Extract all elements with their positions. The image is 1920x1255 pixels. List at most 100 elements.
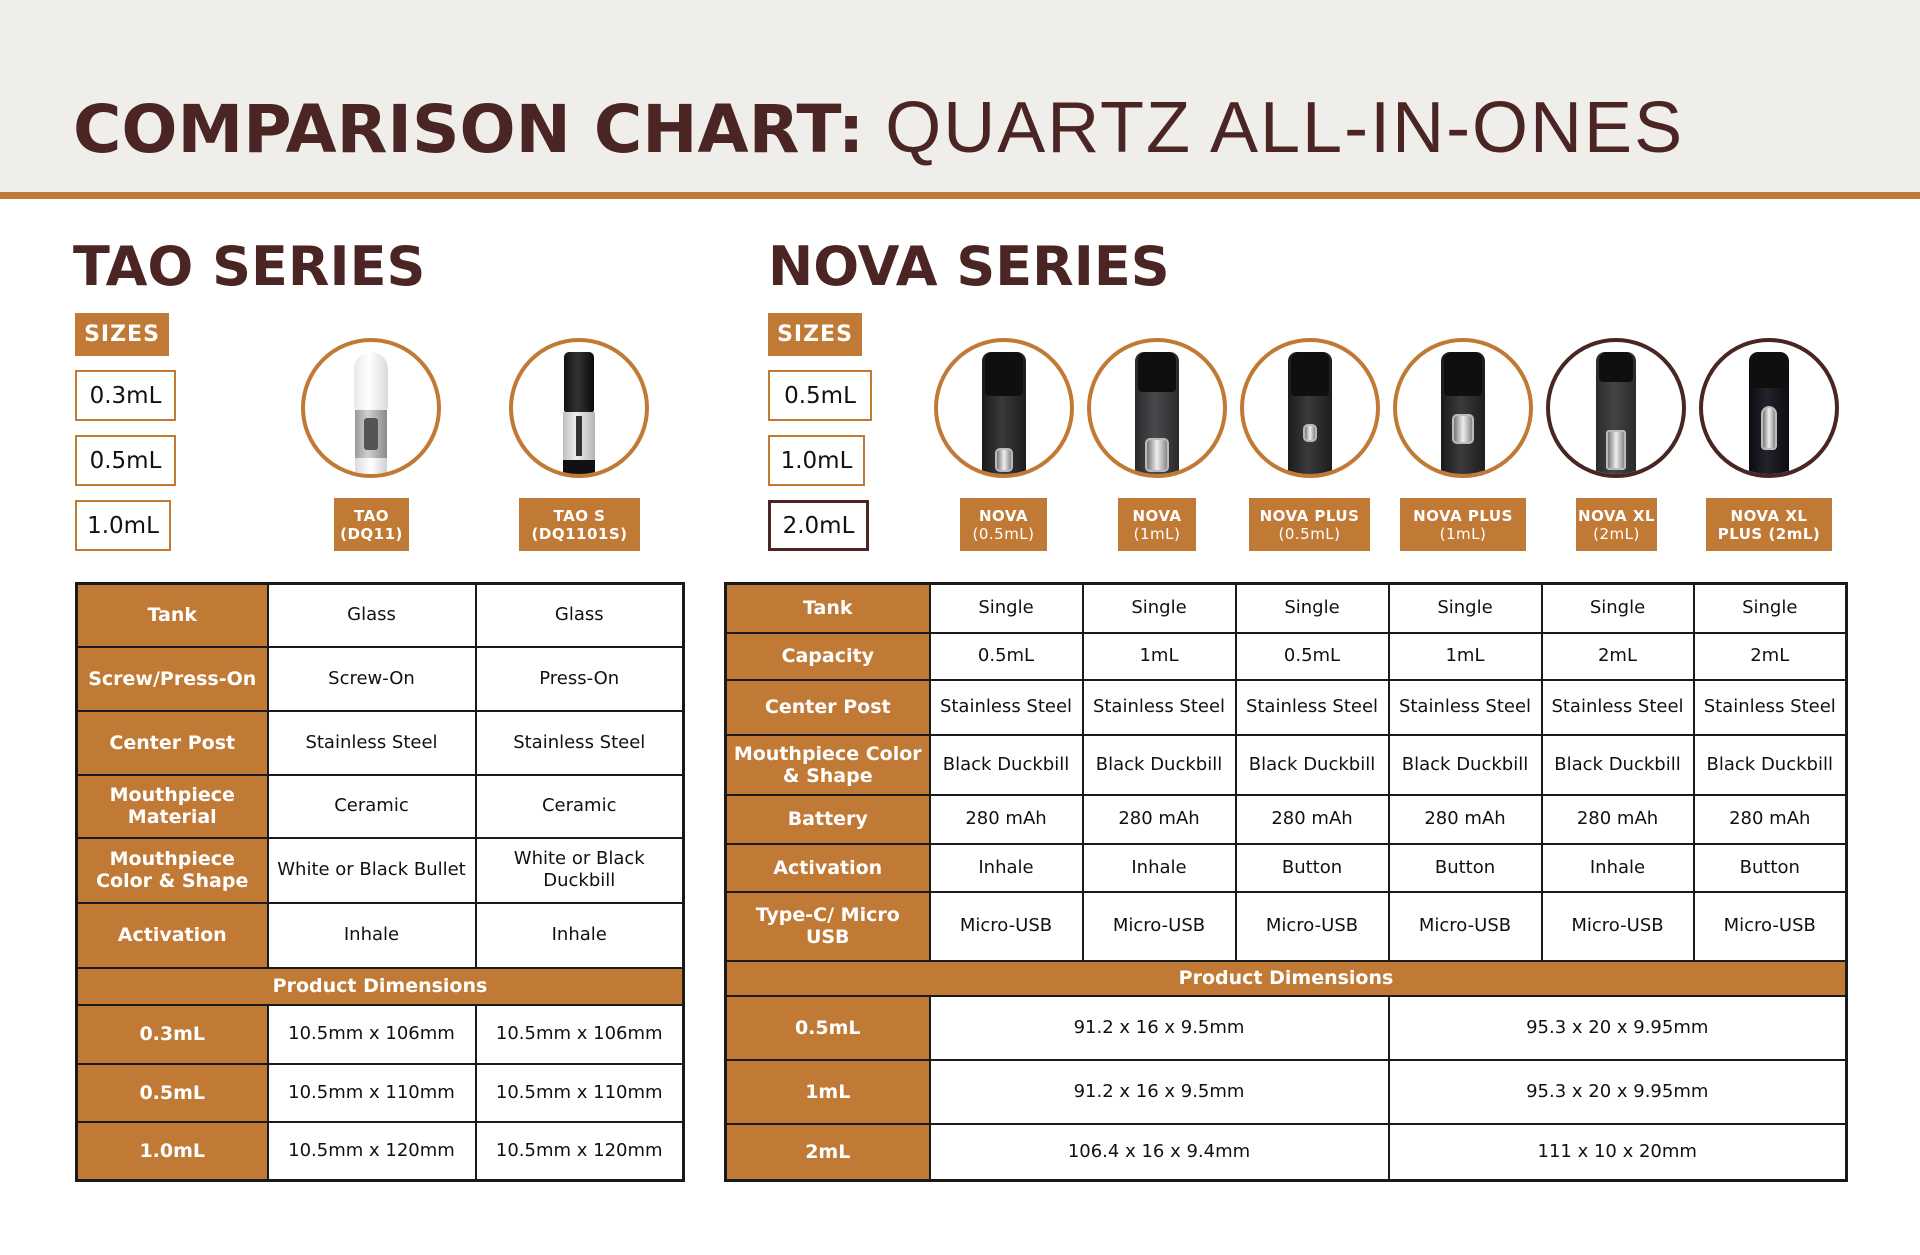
product-dimensions-header: Product Dimensions	[724, 959, 1848, 997]
tao-sizes-tag: SIZES	[75, 313, 169, 356]
row-label: Activation	[724, 842, 931, 893]
table-cell: Micro-USB	[1081, 890, 1237, 962]
tao-spec-table: Tank Glass Glass Screw/Press-On Screw-On…	[75, 582, 685, 1182]
tao-s-product-image	[509, 338, 649, 478]
nova-sizes-tag: SIZES	[768, 313, 862, 356]
table-cell: Single	[1387, 582, 1543, 634]
row-label: Type-C/ Micro USB	[724, 890, 931, 962]
nova-1ml-product-image	[1087, 338, 1227, 478]
pod-device-icon	[1135, 352, 1179, 474]
table-cell: 280 mAh	[1081, 793, 1237, 845]
table-cell: 10.5mm x 106mm	[266, 1003, 477, 1065]
row-label: Mouthpiece Color & Shape	[724, 733, 931, 796]
table-cell: Micro-USB	[1692, 890, 1848, 962]
row-label: Tank	[724, 582, 931, 634]
page-title: COMPARISON CHART: QUARTZ ALL-IN-ONES	[73, 88, 1684, 170]
table-cell: Micro-USB	[1540, 890, 1695, 962]
table-row: Screw/Press-On Screw-On Press-On	[75, 645, 685, 712]
table-cell: 106.4 x 16 x 9.4mm	[928, 1122, 1390, 1182]
table-row: 0.5mL 91.2 x 16 x 9.5mm 95.3 x 20 x 9.95…	[724, 994, 1848, 1061]
table-cell: Black Duckbill	[928, 733, 1084, 796]
tao-size-0-3ml: 0.3mL	[75, 370, 176, 421]
pod-device-icon	[1288, 352, 1332, 474]
table-row: 0.5mL 10.5mm x 110mm 10.5mm x 110mm	[75, 1062, 685, 1123]
table-cell: Inhale	[266, 901, 477, 969]
table-row: Tank Glass Glass	[75, 582, 685, 648]
nova-0-5ml-product-image	[934, 338, 1074, 478]
table-row: Activation Inhale Inhale Button Button I…	[724, 842, 1848, 893]
black-cartridge-icon	[562, 352, 596, 474]
table-cell: 91.2 x 16 x 9.5mm	[928, 1058, 1390, 1125]
white-cartridge-icon	[354, 352, 388, 474]
table-row: Mouthpiece Color & Shape Black Duckbill …	[724, 733, 1848, 796]
row-label: 0.3mL	[75, 1003, 269, 1065]
row-label: 1mL	[724, 1058, 931, 1125]
table-cell: Black Duckbill	[1540, 733, 1695, 796]
nova-xl-label: NOVA XL (2mL)	[1576, 498, 1657, 551]
table-row: 1.0mL 10.5mm x 120mm 10.5mm x 120mm	[75, 1120, 685, 1182]
table-cell: Button	[1692, 842, 1848, 893]
table-cell: Black Duckbill	[1234, 733, 1390, 796]
pod-device-icon	[1596, 352, 1636, 474]
tao-s-model-label: TAO S (DQ1101S)	[519, 498, 640, 551]
table-cell: 95.3 x 20 x 9.95mm	[1387, 1058, 1848, 1125]
nova-size-2-0ml: 2.0mL	[768, 500, 869, 551]
page-title-bold: COMPARISON CHART:	[73, 91, 865, 168]
table-cell: 10.5mm x 120mm	[266, 1120, 477, 1182]
table-row: 2mL 106.4 x 16 x 9.4mm 111 x 10 x 20mm	[724, 1122, 1848, 1182]
row-label: Screw/Press-On	[75, 645, 269, 712]
table-cell: 10.5mm x 110mm	[474, 1062, 685, 1123]
table-cell: Single	[1081, 582, 1237, 634]
table-cell: 280 mAh	[1387, 793, 1543, 845]
table-cell: Stainless Steel	[1540, 678, 1695, 736]
row-label: Mouthpiece Color & Shape	[75, 836, 269, 904]
table-cell: Ceramic	[266, 773, 477, 839]
table-cell: 91.2 x 16 x 9.5mm	[928, 994, 1390, 1061]
row-label: 1.0mL	[75, 1120, 269, 1182]
table-cell: 1mL	[1081, 631, 1237, 681]
table-cell: Stainless Steel	[1081, 678, 1237, 736]
table-cell: Micro-USB	[928, 890, 1084, 962]
row-label: Activation	[75, 901, 269, 969]
table-row: Mouthpiece Color & Shape White or Black …	[75, 836, 685, 904]
page-title-light: QUARTZ ALL-IN-ONES	[885, 88, 1685, 168]
table-cell: Single	[1234, 582, 1390, 634]
section-row: Product Dimensions	[724, 959, 1848, 997]
header-divider	[0, 192, 1920, 199]
row-label: Tank	[75, 582, 269, 648]
nova-size-1-0ml: 1.0mL	[768, 435, 865, 486]
nova-plus-0-5ml-product-image	[1240, 338, 1380, 478]
table-cell: Press-On	[474, 645, 685, 712]
row-label: Center Post	[724, 678, 931, 736]
table-cell: 0.5mL	[1234, 631, 1390, 681]
nova-1ml-label: NOVA (1mL)	[1118, 498, 1196, 551]
table-row: Activation Inhale Inhale	[75, 901, 685, 969]
row-label: 0.5mL	[724, 994, 931, 1061]
table-cell: Stainless Steel	[266, 709, 477, 776]
table-cell: Button	[1387, 842, 1543, 893]
row-label: Battery	[724, 793, 931, 845]
table-cell: White or Black Bullet	[266, 836, 477, 904]
table-row: 1mL 91.2 x 16 x 9.5mm 95.3 x 20 x 9.95mm	[724, 1058, 1848, 1125]
tao-series-title: TAO SERIES	[73, 235, 426, 298]
table-cell: Black Duckbill	[1387, 733, 1543, 796]
table-row: 0.3mL 10.5mm x 106mm 10.5mm x 106mm	[75, 1003, 685, 1065]
table-cell: Micro-USB	[1387, 890, 1543, 962]
product-dimensions-header: Product Dimensions	[75, 966, 685, 1006]
table-cell: Ceramic	[474, 773, 685, 839]
table-cell: 95.3 x 20 x 9.95mm	[1387, 994, 1848, 1061]
section-row: Product Dimensions	[75, 966, 685, 1006]
table-cell: 2mL	[1540, 631, 1695, 681]
table-cell: 0.5mL	[928, 631, 1084, 681]
row-label: Capacity	[724, 631, 931, 681]
table-cell: Inhale	[928, 842, 1084, 893]
nova-xl-product-image	[1546, 338, 1686, 478]
row-label: Mouthpiece Material	[75, 773, 269, 839]
table-cell: Button	[1234, 842, 1390, 893]
table-cell: Inhale	[1540, 842, 1695, 893]
nova-xl-plus-label: NOVA XL PLUS (2mL)	[1706, 498, 1832, 551]
nova-0-5ml-label: NOVA (0.5mL)	[960, 498, 1047, 551]
table-cell: Single	[1540, 582, 1695, 634]
table-cell: Glass	[474, 582, 685, 648]
table-cell: Inhale	[1081, 842, 1237, 893]
